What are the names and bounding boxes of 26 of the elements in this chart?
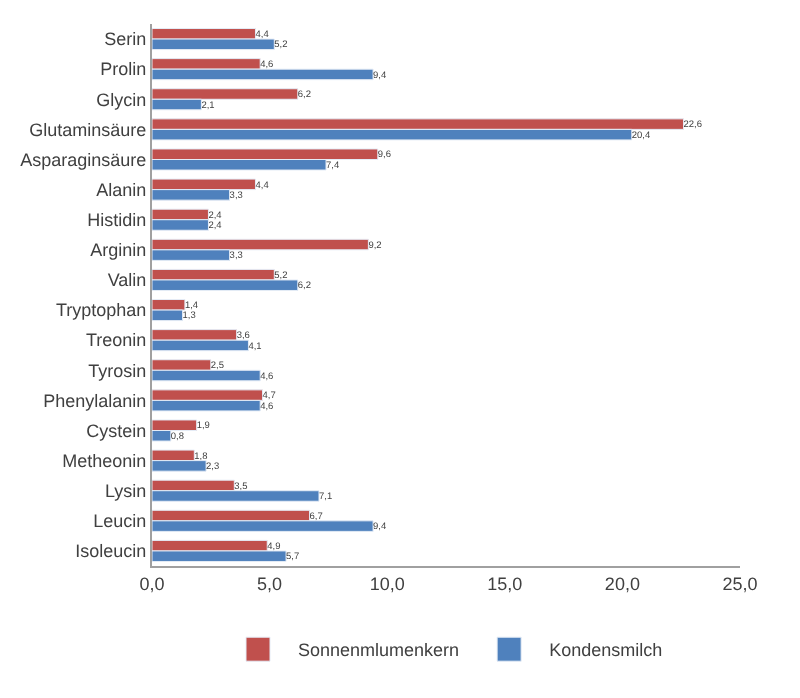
x-tick-label: 15,0 (487, 573, 523, 594)
y-tick-label: Leucin (93, 511, 147, 532)
y-tick-label: Alanin (96, 179, 147, 200)
y-tick-label: Phenylalanin (43, 390, 147, 411)
y-tick-label: Arginin (90, 240, 147, 261)
y-tick-label: Tyrosin (88, 360, 147, 381)
y-tick-label: Metheonin (62, 450, 147, 471)
y-tick-label: Asparaginsäure (20, 149, 147, 170)
y-tick-label: Lysin (105, 481, 147, 502)
y-tick-label: Cystein (86, 420, 147, 441)
x-tick-label: 0,0 (139, 573, 165, 594)
y-tick-label: Treonin (86, 330, 147, 351)
y-tick-label: Serin (104, 29, 147, 50)
x-tick-label: 5,0 (257, 573, 283, 594)
y-tick-label: Histidin (87, 210, 147, 231)
legend-label: Kondensmilch (549, 640, 663, 661)
y-tick-label: Valin (107, 270, 147, 291)
y-tick-label: Prolin (100, 59, 147, 80)
legend-label: Sonnenmlumenkern (298, 640, 460, 661)
y-tick-label: Tryptophan (55, 300, 147, 321)
y-tick-label: Isoleucin (75, 541, 147, 562)
x-tick-label: 20,0 (604, 573, 640, 594)
x-tick-label: 25,0 (722, 573, 758, 594)
x-tick-label: 10,0 (369, 573, 405, 594)
y-tick-label: Glutaminsäure (29, 119, 147, 140)
y-tick-label: Glycin (96, 89, 147, 110)
